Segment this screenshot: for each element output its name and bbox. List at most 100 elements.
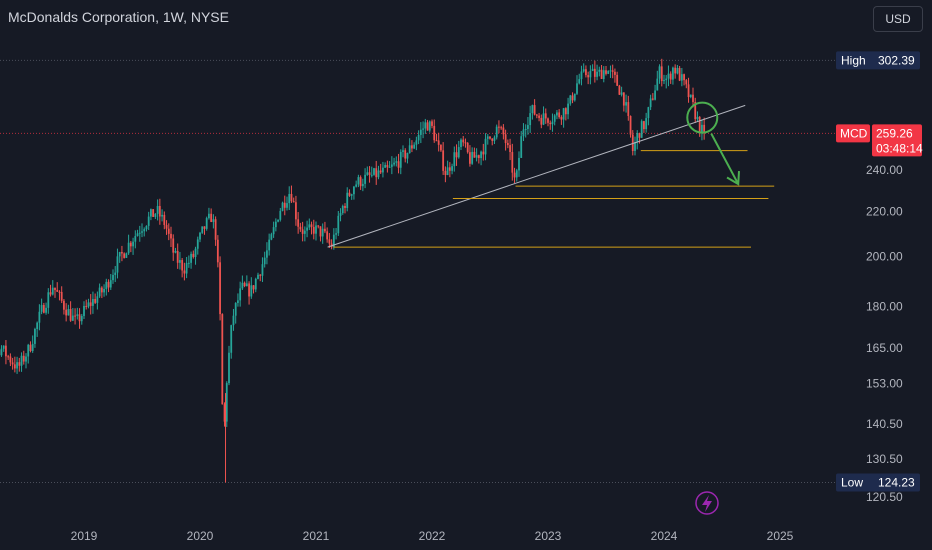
candle-body xyxy=(701,124,703,134)
candle xyxy=(486,134,489,145)
candle-body xyxy=(152,209,155,217)
candle-body xyxy=(547,118,549,123)
candle-body xyxy=(618,85,621,95)
high-tag-value: 302.39 xyxy=(878,53,915,67)
candle xyxy=(540,114,543,129)
candle-body xyxy=(132,241,134,247)
candle xyxy=(431,119,433,129)
candle xyxy=(63,298,65,315)
candle xyxy=(660,58,663,87)
candle xyxy=(426,119,429,131)
candle xyxy=(272,221,275,238)
candle-body xyxy=(85,305,88,307)
candle-body xyxy=(201,226,204,233)
candle-body xyxy=(109,280,112,288)
candle-body xyxy=(339,213,342,216)
candle xyxy=(85,299,88,310)
candle xyxy=(518,151,520,177)
candle-body xyxy=(556,112,558,116)
candle-body xyxy=(469,152,471,164)
candle xyxy=(205,216,208,231)
candle xyxy=(471,147,474,165)
candle-body xyxy=(636,133,639,143)
candle xyxy=(132,237,134,255)
candle-body xyxy=(76,314,79,316)
candle-body xyxy=(678,67,681,81)
chart-title: McDonalds Corporation, 1W, NYSE xyxy=(8,9,229,25)
candle-body xyxy=(199,232,201,240)
candle-body xyxy=(674,67,677,74)
candle xyxy=(582,63,585,73)
candle xyxy=(580,65,583,86)
countdown-value: 03:48:14 xyxy=(876,141,923,155)
candle-body xyxy=(524,129,527,131)
currency-button[interactable]: USD xyxy=(873,6,923,32)
candle xyxy=(495,124,498,140)
candle-body xyxy=(18,362,21,366)
candle xyxy=(310,221,313,235)
candle-body xyxy=(395,161,398,163)
candle-body xyxy=(301,229,304,234)
high-tag: High 302.39 xyxy=(836,51,920,70)
candle xyxy=(234,302,237,324)
candle-body xyxy=(538,115,540,118)
candle-body xyxy=(504,134,507,143)
candle xyxy=(382,161,384,178)
candle-body xyxy=(373,168,375,175)
candle-body xyxy=(170,233,172,239)
candle xyxy=(578,73,581,85)
candle-body xyxy=(45,307,47,313)
candle xyxy=(290,185,293,203)
candle-body xyxy=(614,71,616,75)
candle xyxy=(254,277,257,293)
candle xyxy=(210,208,213,223)
y-tick-label: 220.00 xyxy=(866,204,903,218)
candle-body xyxy=(529,113,532,126)
candle xyxy=(328,233,331,248)
candle-body xyxy=(571,95,574,101)
candle xyxy=(373,167,375,176)
candle xyxy=(585,65,587,78)
candle-body xyxy=(473,151,476,158)
candle-body xyxy=(663,80,665,82)
candle-body xyxy=(348,192,351,196)
candle-body xyxy=(462,139,465,143)
candle-body xyxy=(138,232,141,234)
candle-body xyxy=(491,138,494,141)
candle xyxy=(598,66,601,77)
candle-body xyxy=(257,274,259,279)
candle xyxy=(212,214,215,229)
candle xyxy=(393,157,395,167)
lightning-icon[interactable] xyxy=(695,491,719,515)
candle xyxy=(109,274,112,290)
candle xyxy=(45,302,47,315)
candle-body xyxy=(94,299,97,303)
candle xyxy=(498,120,500,134)
candle-body xyxy=(393,162,395,165)
candle xyxy=(685,79,688,89)
candle xyxy=(29,341,32,353)
candle xyxy=(337,211,340,236)
candle xyxy=(348,189,351,197)
candle xyxy=(502,124,505,140)
candle xyxy=(616,71,619,87)
candle-body xyxy=(477,155,480,159)
symbol-tag-label: MCD xyxy=(840,126,868,140)
candle-body xyxy=(442,150,445,171)
candle xyxy=(527,116,529,135)
candle xyxy=(377,165,380,180)
candle-body xyxy=(31,343,34,352)
candle xyxy=(453,146,456,172)
candle xyxy=(27,343,30,364)
candle xyxy=(573,93,576,102)
high-tag-label: High xyxy=(841,53,866,67)
candle-body xyxy=(627,102,630,116)
candle xyxy=(643,120,645,133)
candle xyxy=(375,160,378,185)
candle-body xyxy=(317,225,320,227)
candle xyxy=(141,223,143,238)
candle xyxy=(225,381,228,427)
candle-body xyxy=(125,253,128,258)
candle-body xyxy=(593,68,596,77)
